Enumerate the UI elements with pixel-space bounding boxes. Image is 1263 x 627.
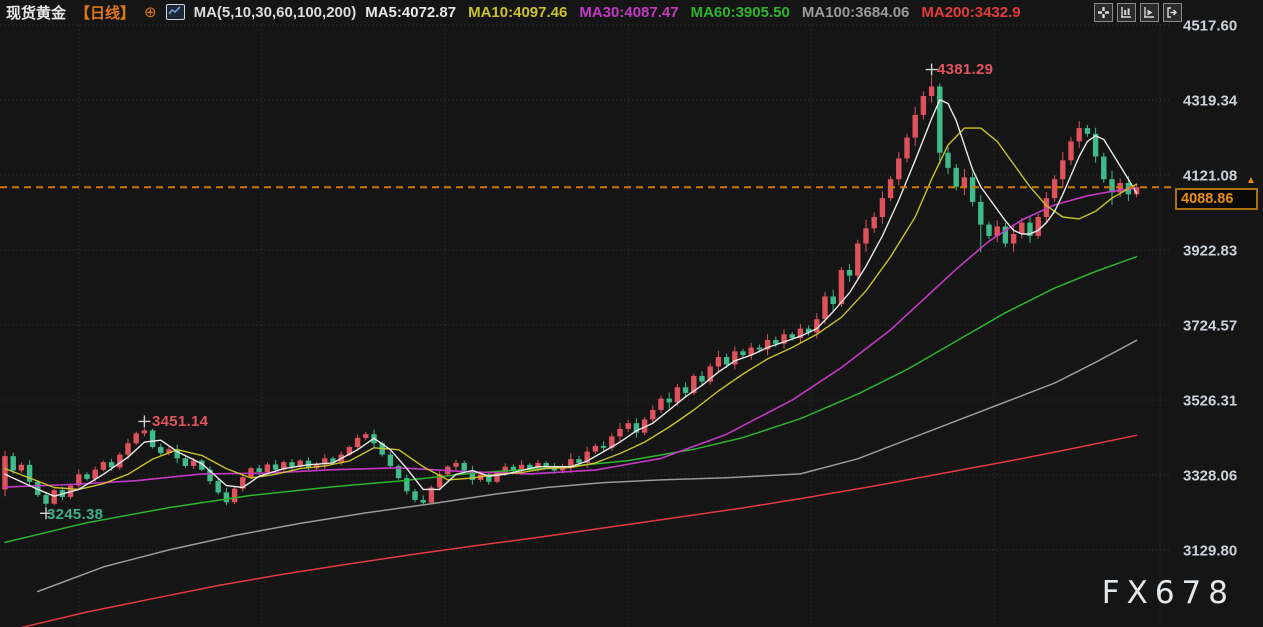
low-annotation-3245: 3245.38 [47, 506, 104, 523]
main-indicator-icon[interactable] [1117, 3, 1136, 22]
svg-text:3526.31: 3526.31 [1183, 393, 1237, 410]
high-annotation-4381: 4381.29 [937, 61, 994, 78]
legend-ma100: MA100:3684.06 [801, 3, 910, 21]
high-annotation-3451: 3451.14 [152, 413, 209, 430]
legend-ma200: MA200:3432.9 [921, 3, 1021, 21]
svg-text:3724.57: 3724.57 [1183, 318, 1237, 335]
fx678-watermark: FX678 [1101, 575, 1235, 611]
legend-ma60: MA60:3905.50 [690, 3, 790, 21]
svg-text:4121.08: 4121.08 [1183, 168, 1237, 185]
legend-ma10: MA10:4097.46 [468, 3, 568, 21]
legend-ma30: MA30:4087.47 [579, 3, 679, 21]
sub-indicator-icon[interactable] [1140, 3, 1159, 22]
ma-legend: MA5:4072.87 MA10:4097.46 MA30:4087.47 MA60:… [365, 4, 1020, 21]
crosshair-icon[interactable] [1094, 3, 1113, 22]
svg-text:3328.06: 3328.06 [1183, 467, 1237, 484]
expand-right-icon[interactable] [1163, 3, 1182, 22]
price-up-arrow-icon [1246, 175, 1256, 186]
symbol-name: 现货黄金 [6, 4, 67, 22]
chart-header: 现货黄金 【日线】 MA(5,10,30,60,100,200) MA5:407… [6, 2, 1021, 22]
svg-text:4319.34: 4319.34 [1183, 93, 1238, 110]
svg-text:3129.80: 3129.80 [1183, 543, 1237, 560]
svg-text:3922.83: 3922.83 [1183, 242, 1237, 259]
legend-ma5: MA5:4072.87 [365, 3, 457, 21]
current-price-badge: 4088.86 [1175, 188, 1258, 210]
chart-toolbar [1094, 3, 1182, 22]
timeframe-label[interactable]: 【日线】 [75, 4, 136, 22]
chart-type-icon[interactable] [165, 4, 185, 20]
ma-group-label: MA(5,10,30,60,100,200) [193, 3, 357, 21]
svg-text:4517.60: 4517.60 [1183, 18, 1237, 35]
add-indicator-icon[interactable] [144, 3, 157, 21]
